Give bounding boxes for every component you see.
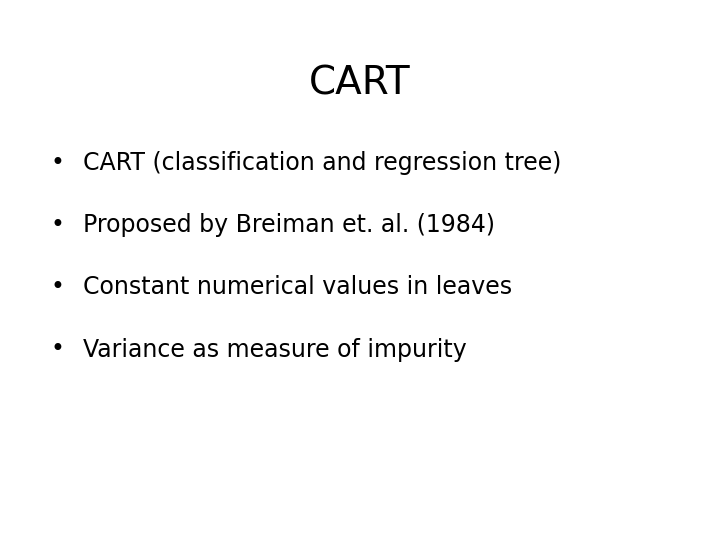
Text: Variance as measure of impurity: Variance as measure of impurity	[83, 338, 467, 361]
Text: CART (classification and regression tree): CART (classification and regression tree…	[83, 151, 561, 175]
Text: •: •	[50, 338, 64, 361]
Text: Proposed by Breiman et. al. (1984): Proposed by Breiman et. al. (1984)	[83, 213, 495, 237]
Text: CART: CART	[309, 65, 411, 103]
Text: •: •	[50, 151, 64, 175]
Text: •: •	[50, 275, 64, 299]
Text: Constant numerical values in leaves: Constant numerical values in leaves	[83, 275, 512, 299]
Text: •: •	[50, 213, 64, 237]
